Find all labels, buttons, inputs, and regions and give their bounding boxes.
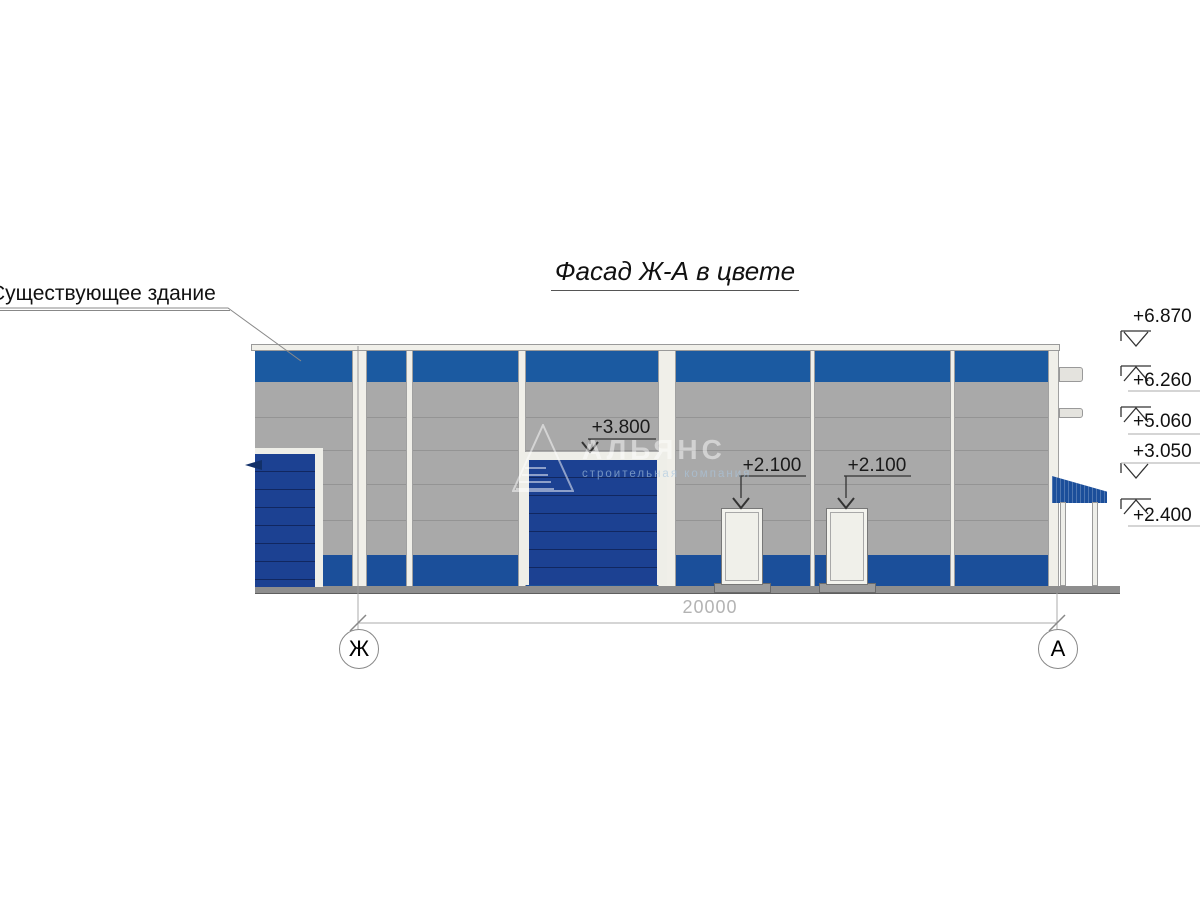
- door-leaf: [725, 512, 759, 581]
- entrance-door-right: [826, 508, 868, 585]
- dimension-value: 20000: [682, 597, 738, 617]
- elevation-value: +2.400: [1133, 505, 1192, 526]
- panel-joint: [255, 417, 1050, 418]
- door-right-level-label: +2.100: [847, 455, 907, 476]
- axis-bubble-left: Ж: [339, 629, 379, 669]
- axis-bubble-right: А: [1038, 629, 1078, 669]
- drawing-title-wrap: Фасад Ж-А в цвете: [475, 256, 875, 291]
- gate-level-label: +3.800: [591, 417, 651, 438]
- facade-mullion: [406, 351, 413, 586]
- entrance-canopy: [1052, 476, 1107, 503]
- sectional-gate-main: [519, 452, 667, 585]
- existing-building-label: Существующее здание: [0, 282, 230, 311]
- entrance-door-left: [721, 508, 763, 585]
- elevation-value: +6.260: [1133, 370, 1192, 391]
- axis-letter: А: [1050, 636, 1066, 661]
- porch-column: [1092, 502, 1098, 586]
- elevation-value: +3.050: [1133, 441, 1192, 462]
- porch-column: [1060, 502, 1066, 586]
- watermark-company-name: АЛЬЯНС: [582, 434, 726, 465]
- corner-pilaster: [1048, 351, 1059, 586]
- watermark-tagline: строительная компания: [582, 468, 752, 480]
- sectional-gate-left: [255, 448, 323, 587]
- door-left-level-label: +2.100: [742, 455, 802, 476]
- company-logo-icon: [512, 424, 574, 492]
- elevation-mark-down-icon: [1120, 463, 1149, 479]
- elevation-value: +5.060: [1133, 411, 1192, 432]
- plinth-base: [255, 586, 1120, 594]
- gate-leaf: [255, 454, 315, 587]
- facade-mullion: [950, 351, 955, 586]
- gate-handle-icon: [245, 460, 262, 470]
- gate-leaf: [529, 460, 657, 585]
- facade-mullion: [810, 351, 815, 586]
- side-bracket: [1059, 367, 1083, 382]
- elevation-mark-down-icon: [1120, 330, 1151, 347]
- building-facade: [245, 344, 1120, 594]
- roof-cornice: [251, 344, 1060, 351]
- side-bracket: [1059, 408, 1083, 418]
- top-blue-band: [255, 351, 1050, 382]
- facade-mullion: [352, 351, 367, 586]
- door-leaf: [830, 512, 864, 581]
- elevation-value: +6.870: [1133, 306, 1192, 327]
- axis-letter: Ж: [348, 636, 370, 661]
- drawing-title: Фасад Ж-А в цвете: [550, 256, 800, 291]
- panel-joint: [255, 450, 1050, 451]
